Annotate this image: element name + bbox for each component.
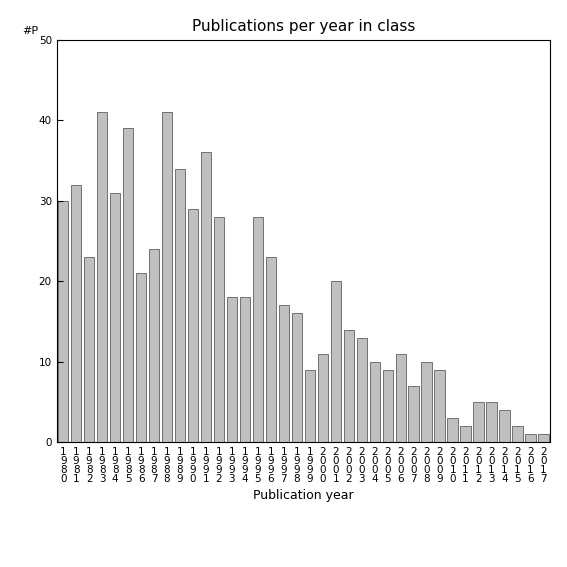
Bar (291, 314, 302, 442)
Bar (304, 370, 315, 442)
Bar (486, 402, 497, 442)
Bar (266, 257, 276, 442)
Bar (253, 217, 263, 442)
Bar (383, 370, 393, 442)
Bar (175, 168, 185, 442)
Bar (240, 297, 250, 442)
Bar (344, 329, 354, 442)
Bar (71, 185, 82, 442)
Bar (434, 370, 445, 442)
Bar (123, 128, 133, 442)
Bar (447, 418, 458, 442)
Bar (460, 426, 471, 442)
Text: #P: #P (22, 26, 39, 36)
Bar (331, 281, 341, 442)
Bar (513, 426, 523, 442)
Bar (162, 112, 172, 442)
Bar (473, 402, 484, 442)
Bar (188, 209, 198, 442)
Bar (110, 193, 120, 442)
X-axis label: Publication year: Publication year (253, 489, 354, 502)
Bar (227, 297, 237, 442)
Bar (97, 112, 107, 442)
Bar (318, 354, 328, 442)
Bar (214, 217, 224, 442)
Bar (201, 153, 211, 442)
Bar (500, 410, 510, 442)
Bar (357, 337, 367, 442)
Bar (136, 273, 146, 442)
Bar (396, 354, 406, 442)
Bar (538, 434, 549, 442)
Bar (525, 434, 536, 442)
Bar (370, 362, 380, 442)
Bar (149, 249, 159, 442)
Bar (58, 201, 69, 442)
Bar (421, 362, 432, 442)
Bar (84, 257, 94, 442)
Bar (278, 306, 289, 442)
Bar (408, 386, 419, 442)
Title: Publications per year in class: Publications per year in class (192, 19, 415, 35)
